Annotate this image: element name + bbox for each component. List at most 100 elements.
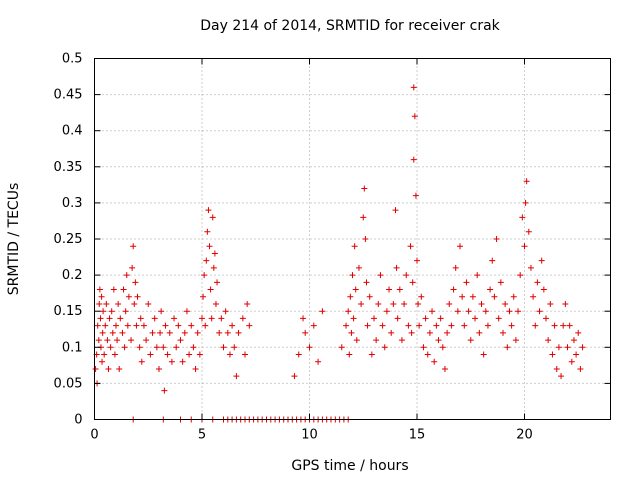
data-point — [102, 322, 109, 329]
data-point — [216, 329, 223, 336]
data-point — [97, 315, 104, 322]
data-point — [156, 365, 162, 372]
data-point — [160, 344, 167, 351]
data-point — [92, 365, 99, 372]
data-point — [161, 387, 168, 394]
data-point — [459, 293, 466, 300]
data-point — [205, 207, 212, 214]
data-point — [375, 300, 382, 307]
data-point — [179, 358, 186, 365]
data-point — [363, 279, 370, 286]
data-point — [194, 329, 201, 336]
y-tick-label: 0.1 — [62, 340, 83, 355]
data-point — [416, 322, 423, 329]
data-point — [519, 214, 526, 221]
data-point — [506, 308, 513, 315]
data-point — [121, 344, 128, 351]
x-axis-label: GPS time / hours — [291, 458, 408, 474]
data-point — [173, 344, 180, 351]
y-tick-label: 0.35 — [54, 160, 83, 175]
data-point — [352, 286, 359, 293]
data-point — [209, 214, 216, 221]
data-point — [203, 257, 210, 264]
data-point — [575, 329, 582, 336]
data-point — [463, 279, 470, 286]
data-point — [233, 373, 240, 380]
data-point — [348, 329, 355, 336]
data-point — [358, 300, 365, 307]
data-point — [109, 329, 116, 336]
data-point — [551, 322, 558, 329]
data-point — [300, 315, 307, 322]
data-point — [122, 308, 129, 315]
data-point — [171, 315, 178, 322]
data-point — [448, 322, 455, 329]
data-point — [199, 315, 205, 322]
data-point — [226, 351, 233, 358]
data-point — [338, 344, 345, 351]
data-point — [108, 308, 115, 315]
data-point — [545, 337, 552, 344]
axis-ticks — [94, 58, 611, 420]
data-point — [222, 308, 229, 315]
data-point — [392, 207, 399, 214]
data-point — [558, 373, 565, 380]
data-point — [441, 365, 448, 372]
data-point — [186, 351, 193, 358]
data-point — [510, 293, 517, 300]
data-point — [229, 322, 236, 329]
data-point — [435, 337, 442, 344]
data-point — [560, 322, 567, 329]
data-point — [521, 243, 528, 250]
data-point — [390, 300, 397, 307]
x-tick-label: 5 — [198, 428, 206, 443]
data-point — [489, 257, 496, 264]
data-point — [200, 293, 207, 300]
data-point — [555, 344, 562, 351]
data-point — [107, 344, 114, 351]
data-point — [408, 329, 415, 336]
data-point — [450, 286, 457, 293]
data-point — [131, 300, 138, 307]
data-point — [467, 337, 474, 344]
chart-title: Day 214 of 2014, SRMTID for receiver cra… — [200, 18, 500, 34]
data-point — [351, 243, 358, 250]
data-point — [137, 315, 144, 322]
data-point — [549, 351, 556, 358]
data-point — [366, 293, 373, 300]
data-point — [454, 308, 461, 315]
data-point — [212, 300, 219, 307]
data-point — [196, 351, 203, 358]
data-point — [381, 344, 388, 351]
data-point — [175, 322, 182, 329]
data-point — [124, 322, 131, 329]
data-point — [418, 293, 425, 300]
data-point — [231, 344, 238, 351]
data-point — [394, 315, 401, 322]
data-point — [426, 329, 433, 336]
data-point — [120, 286, 127, 293]
data-point — [362, 236, 369, 242]
data-point — [218, 315, 225, 322]
data-point — [96, 286, 103, 293]
data-point — [183, 308, 190, 315]
data-point — [310, 322, 317, 329]
data-point — [99, 358, 106, 365]
data-point — [246, 322, 253, 329]
data-point — [114, 337, 121, 344]
x-tick-label: 15 — [409, 428, 426, 443]
data-point — [424, 351, 431, 358]
data-point — [484, 322, 491, 329]
data-point — [401, 300, 408, 307]
data-point — [465, 308, 472, 315]
data-point — [214, 279, 221, 286]
data-point — [457, 243, 463, 250]
data-point — [129, 264, 136, 271]
data-point — [512, 337, 519, 344]
data-point — [117, 315, 124, 322]
data-point — [177, 337, 184, 344]
y-tick-label: 0.15 — [54, 304, 83, 319]
data-point — [502, 300, 509, 307]
data-point — [410, 156, 417, 163]
data-point — [181, 329, 188, 336]
